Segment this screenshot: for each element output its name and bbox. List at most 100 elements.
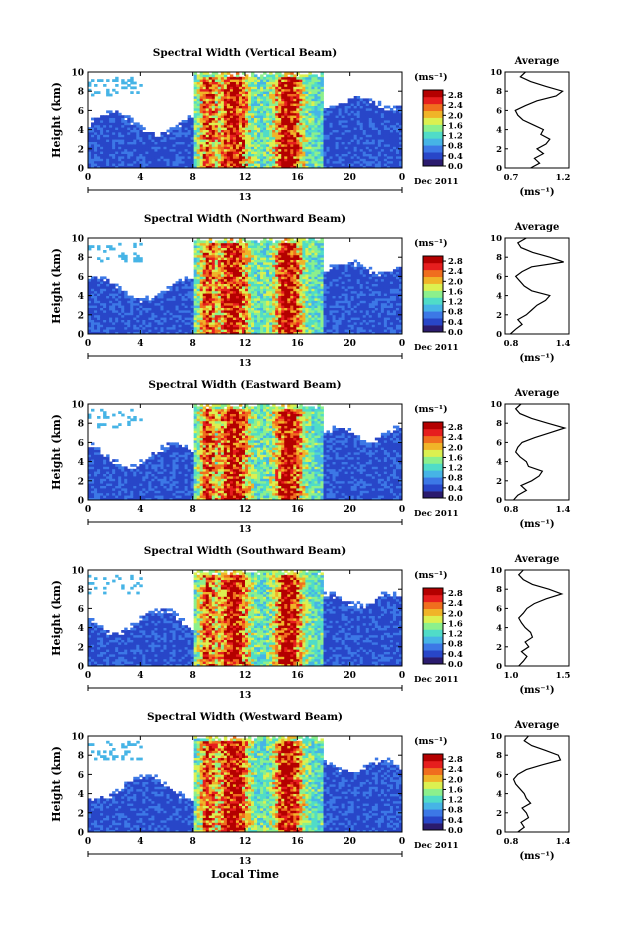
heatmap-cell bbox=[266, 127, 269, 130]
heatmap-cell bbox=[293, 149, 296, 152]
heatmap-cell bbox=[296, 144, 299, 147]
heatmap-cell bbox=[170, 286, 173, 289]
heatmap-cell bbox=[215, 264, 218, 267]
heatmap-cell bbox=[100, 137, 103, 140]
heatmap-cell bbox=[284, 89, 287, 92]
heatmap-cell bbox=[100, 293, 103, 296]
heatmap-cell bbox=[233, 255, 236, 258]
heatmap-cell bbox=[215, 296, 218, 299]
heatmap-cell bbox=[151, 320, 154, 323]
heatmap-cell bbox=[227, 250, 230, 253]
heatmap-cell bbox=[390, 122, 393, 125]
heatmap-cell bbox=[239, 158, 242, 161]
heatmap-cell bbox=[293, 103, 296, 106]
heatmap-cell bbox=[224, 110, 227, 113]
heatmap-cell bbox=[142, 127, 145, 130]
heatmap-cell bbox=[287, 154, 290, 157]
heatmap-cell bbox=[369, 120, 372, 123]
heatmap-cell bbox=[94, 276, 97, 279]
heatmap-cell bbox=[305, 163, 308, 166]
heatmap-cell bbox=[375, 163, 378, 166]
heatmap-cell bbox=[197, 288, 200, 291]
heatmap-cell bbox=[272, 151, 275, 154]
heatmap-cell bbox=[254, 308, 257, 311]
heatmap-cell bbox=[160, 132, 163, 135]
heatmap-cell bbox=[176, 134, 179, 137]
heatmap-cell bbox=[194, 312, 197, 315]
heatmap-cell bbox=[94, 284, 97, 287]
heatmap-cell bbox=[263, 240, 266, 243]
heatmap-cell bbox=[224, 305, 227, 308]
heatmap-cell bbox=[203, 274, 206, 277]
heatmap-cell bbox=[227, 110, 230, 113]
heatmap-cell bbox=[200, 149, 203, 152]
heatmap-cell bbox=[88, 284, 91, 287]
heatmap-cell bbox=[194, 125, 197, 128]
heatmap-cell bbox=[200, 146, 203, 149]
heatmap-cell bbox=[121, 305, 124, 308]
heatmap-cell bbox=[248, 94, 251, 97]
heatmap-cell bbox=[218, 257, 221, 260]
heatmap-cell bbox=[299, 96, 302, 99]
heatmap-cell bbox=[224, 89, 227, 92]
heatmap-cell bbox=[91, 322, 94, 325]
heatmap-cell bbox=[182, 163, 185, 166]
heatmap-cell bbox=[381, 137, 384, 140]
heatmap-cell bbox=[203, 296, 206, 299]
heatmap-cell bbox=[272, 84, 275, 87]
heatmap-cell bbox=[251, 312, 254, 315]
heatmap-cell bbox=[272, 250, 275, 253]
heatmap-cell bbox=[269, 243, 272, 246]
heatmap-cell bbox=[230, 79, 233, 82]
heatmap-cell bbox=[218, 320, 221, 323]
heatmap-cell bbox=[233, 118, 236, 121]
heatmap-cell bbox=[311, 110, 314, 113]
heatmap-cell bbox=[336, 149, 339, 152]
heatmap-cell bbox=[387, 151, 390, 154]
heatmap-cell bbox=[354, 163, 357, 166]
colorbar-tick-label: 2.8 bbox=[448, 91, 463, 101]
heatmap-cell bbox=[308, 103, 311, 106]
heatmap-cell bbox=[266, 272, 269, 275]
heatmap-cell bbox=[109, 144, 112, 147]
heatmap-cell bbox=[148, 158, 151, 161]
heatmap-cell bbox=[118, 149, 121, 152]
heatmap-cell bbox=[112, 130, 115, 133]
heatmap-cell bbox=[266, 156, 269, 159]
heatmap-cell bbox=[369, 151, 372, 154]
heatmap-cell bbox=[360, 137, 363, 140]
heatmap-cell bbox=[206, 139, 209, 142]
heatmap-cell bbox=[293, 154, 296, 157]
heatmap-cell bbox=[215, 252, 218, 255]
heatmap-cell bbox=[194, 288, 197, 291]
heatmap-cell bbox=[206, 303, 209, 306]
heatmap-cell bbox=[387, 120, 390, 123]
heatmap-cell bbox=[203, 158, 206, 161]
heatmap-cell bbox=[91, 122, 94, 125]
heatmap-cell bbox=[299, 118, 302, 121]
heatmap-cell bbox=[163, 146, 166, 149]
heatmap-cell bbox=[124, 320, 127, 323]
heatmap-cell bbox=[375, 127, 378, 130]
heatmap-cell bbox=[354, 103, 357, 106]
heatmap-cell bbox=[275, 267, 278, 270]
heatmap-cell bbox=[272, 260, 275, 263]
heatmap-cell bbox=[194, 240, 197, 243]
heatmap-cell bbox=[251, 84, 254, 87]
heatmap-cell bbox=[230, 118, 233, 121]
heatmap-cell bbox=[230, 91, 233, 94]
heatmap-cell bbox=[342, 125, 345, 128]
heatmap-cell bbox=[248, 139, 251, 142]
heatmap-cell bbox=[369, 161, 372, 164]
heatmap-cell bbox=[296, 110, 299, 113]
heatmap-cell bbox=[112, 134, 115, 137]
heatmap-cell bbox=[203, 286, 206, 289]
heatmap-cell bbox=[305, 120, 308, 123]
heatmap-cell bbox=[260, 137, 263, 140]
heatmap-cell bbox=[173, 151, 176, 154]
heatmap-cell bbox=[348, 101, 351, 104]
heatmap-cell bbox=[197, 79, 200, 82]
heatmap-cell bbox=[115, 317, 118, 320]
heatmap-cell bbox=[206, 118, 209, 121]
heatmap-cell bbox=[236, 264, 239, 267]
